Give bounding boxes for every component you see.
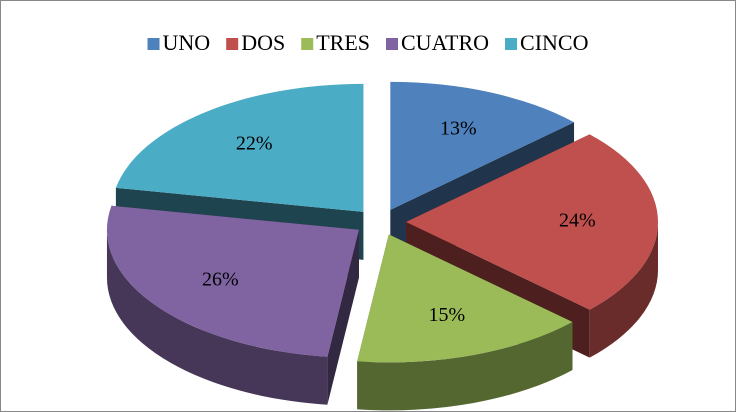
data-label: 15%	[429, 304, 466, 326]
slice	[390, 81, 575, 210]
slice-side	[589, 222, 658, 358]
legend-swatch	[386, 38, 399, 50]
slice-side	[327, 229, 359, 405]
slice	[357, 234, 573, 363]
legend-label: CUATRO	[401, 30, 489, 55]
slice-side	[357, 322, 573, 411]
slice-side	[106, 229, 328, 405]
legend-swatch	[301, 38, 314, 50]
legend-label: UNO	[163, 30, 211, 55]
data-label: 13%	[440, 118, 477, 140]
slice	[115, 83, 364, 212]
slice	[106, 205, 359, 357]
legend: UNO DOS TRES CUATRO CINCO	[147, 30, 588, 55]
slice	[406, 134, 658, 310]
legend-label: CINCO	[520, 30, 588, 55]
legend-swatch	[226, 38, 239, 50]
legend-swatch	[147, 38, 160, 50]
legend-label: DOS	[241, 30, 285, 55]
data-label: 26%	[202, 269, 239, 291]
legend-swatch	[505, 38, 518, 50]
legend-label: TRES	[316, 30, 370, 55]
data-label: 22%	[236, 132, 273, 154]
data-label: 24%	[559, 210, 596, 232]
